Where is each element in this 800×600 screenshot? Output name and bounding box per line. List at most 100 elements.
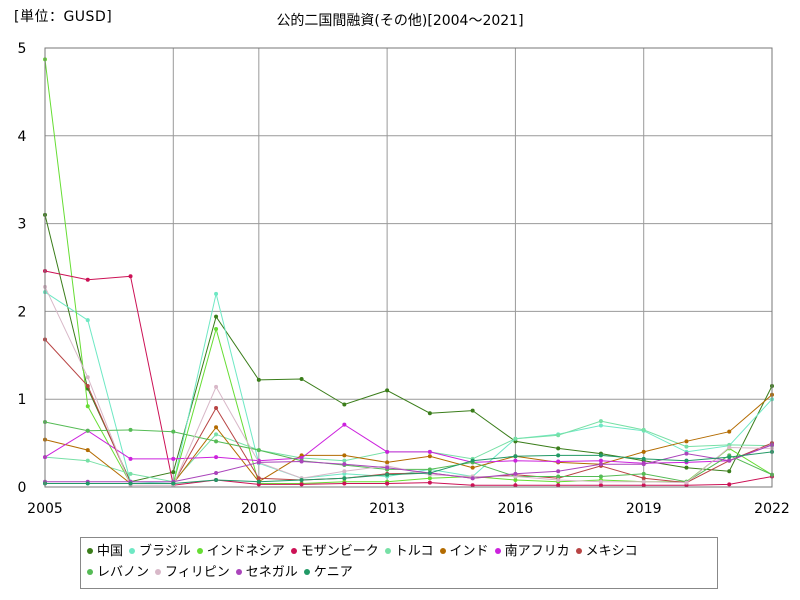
legend-item: セネガル bbox=[235, 562, 298, 583]
unit-label: [単位：GUSD] bbox=[14, 9, 113, 25]
legend-marker bbox=[196, 547, 203, 554]
legend-item: インドネシア bbox=[196, 541, 285, 562]
data-point bbox=[385, 449, 390, 454]
data-point bbox=[85, 318, 90, 323]
legend-label: レバノン bbox=[97, 565, 150, 580]
data-point bbox=[598, 479, 603, 484]
data-point bbox=[513, 458, 518, 463]
legend-marker bbox=[129, 547, 136, 554]
legend-marker bbox=[439, 547, 446, 554]
data-point bbox=[641, 479, 646, 484]
legend-label: セネガル bbox=[245, 565, 298, 580]
data-point bbox=[214, 291, 219, 296]
data-point bbox=[342, 462, 347, 467]
y-tick-label: 0 bbox=[18, 480, 27, 496]
legend-marker bbox=[303, 568, 310, 575]
x-tick-label: 2013 bbox=[369, 501, 405, 517]
series-group bbox=[43, 449, 774, 486]
data-point bbox=[684, 439, 689, 444]
series-group bbox=[43, 269, 774, 488]
data-point bbox=[342, 422, 347, 427]
data-point bbox=[171, 429, 176, 434]
data-point bbox=[556, 474, 561, 479]
data-point bbox=[85, 375, 90, 380]
data-point bbox=[513, 483, 518, 488]
data-point bbox=[684, 480, 689, 485]
chart-title: 公的二国間融資(その他)[2004～2021] bbox=[276, 13, 524, 29]
data-point bbox=[556, 433, 561, 438]
data-point bbox=[727, 469, 732, 474]
data-point bbox=[427, 467, 432, 472]
legend-item: トルコ bbox=[384, 541, 434, 562]
data-point bbox=[85, 277, 90, 282]
data-point bbox=[598, 419, 603, 424]
data-point bbox=[128, 274, 133, 279]
legend-marker bbox=[155, 568, 162, 575]
data-point bbox=[171, 456, 176, 461]
data-point bbox=[470, 458, 475, 463]
data-point bbox=[256, 377, 261, 382]
data-point bbox=[214, 314, 219, 319]
data-point bbox=[684, 465, 689, 470]
data-point bbox=[727, 445, 732, 450]
data-point bbox=[214, 439, 219, 444]
data-point bbox=[299, 377, 304, 382]
axes: 0 1 2 3 4 5 2005 2008 2010 2013 2016 2019 2022 bbox=[18, 41, 790, 517]
data-point bbox=[727, 429, 732, 434]
data-point bbox=[214, 384, 219, 389]
legend-item: フィリピン bbox=[155, 562, 230, 583]
data-point bbox=[556, 477, 561, 482]
x-tick-label: 2019 bbox=[626, 501, 662, 517]
data-point bbox=[385, 460, 390, 465]
data-point bbox=[85, 481, 90, 486]
legend-marker bbox=[575, 547, 582, 554]
data-point bbox=[128, 471, 133, 476]
data-point bbox=[598, 458, 603, 463]
series-line bbox=[44, 214, 773, 483]
data-point bbox=[85, 384, 90, 389]
data-point bbox=[641, 427, 646, 432]
series-group bbox=[43, 392, 774, 486]
data-point bbox=[342, 402, 347, 407]
data-point bbox=[214, 477, 219, 482]
data-point bbox=[128, 427, 133, 432]
legend-item: レバノン bbox=[87, 562, 149, 583]
data-point bbox=[727, 482, 732, 487]
data-point bbox=[385, 481, 390, 486]
x-tick-label: 2022 bbox=[754, 501, 790, 517]
data-point bbox=[598, 462, 603, 467]
data-point bbox=[385, 388, 390, 393]
legend-marker bbox=[384, 547, 391, 554]
data-point bbox=[641, 483, 646, 488]
data-point bbox=[470, 483, 475, 488]
data-point bbox=[684, 444, 689, 449]
y-tick-label: 1 bbox=[18, 392, 27, 408]
data-point bbox=[256, 476, 261, 481]
series-line bbox=[44, 339, 773, 484]
data-point bbox=[214, 326, 219, 331]
series-line bbox=[45, 444, 773, 483]
legend-marker bbox=[494, 547, 501, 554]
legend-item: ブラジル bbox=[129, 541, 191, 562]
y-tick-label: 3 bbox=[18, 217, 27, 233]
x-tick-label: 2016 bbox=[498, 501, 534, 517]
series-lines bbox=[43, 57, 774, 488]
legend-marker bbox=[87, 568, 93, 575]
data-point bbox=[727, 458, 732, 463]
data-point bbox=[513, 436, 518, 441]
data-point bbox=[256, 479, 261, 484]
plot-area-border bbox=[44, 47, 773, 488]
data-point bbox=[513, 477, 518, 482]
data-point bbox=[598, 423, 603, 428]
series-group bbox=[43, 212, 774, 484]
data-point bbox=[427, 411, 432, 416]
x-tick-label: 2008 bbox=[155, 501, 191, 517]
data-point bbox=[256, 460, 261, 465]
legend-label: フィリピン bbox=[165, 565, 230, 580]
x-tick-label: 2010 bbox=[241, 501, 277, 517]
data-point bbox=[641, 471, 646, 476]
y-tick-label: 5 bbox=[18, 41, 27, 57]
legend-label: ブラジル bbox=[139, 544, 191, 559]
data-point bbox=[214, 455, 219, 460]
